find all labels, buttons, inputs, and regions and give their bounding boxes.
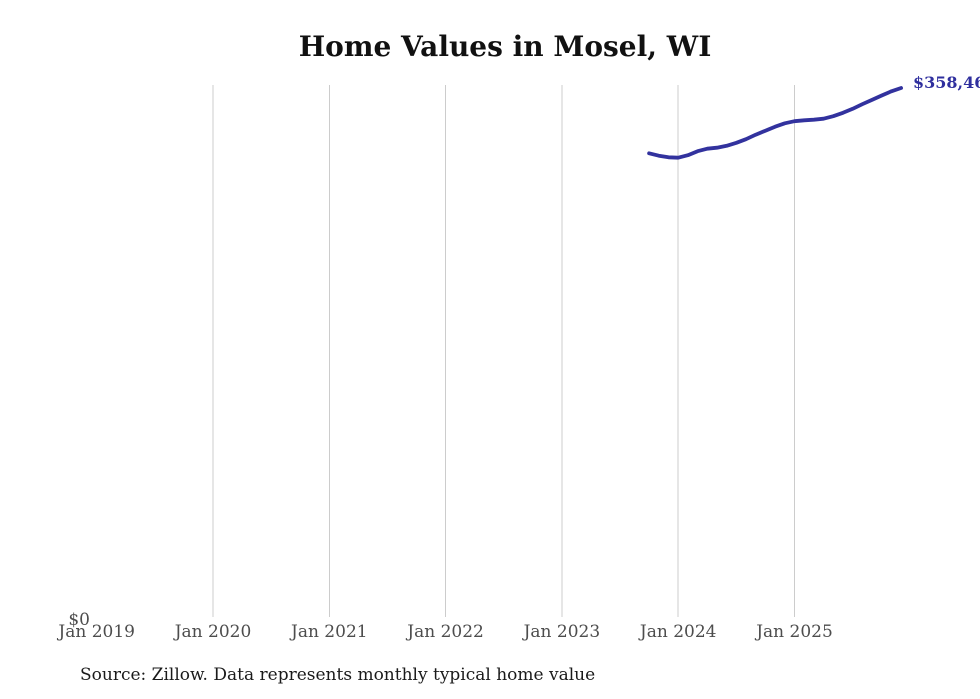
- chart-title: Home Values in Mosel, WI: [298, 30, 712, 63]
- source-note: Source: Zillow. Data represents monthly …: [80, 665, 596, 685]
- x-tick-label-jan-2025: Jan 2025: [756, 622, 833, 642]
- home-value-line-series: [647, 86, 903, 160]
- vertical-gridlines: [212, 85, 795, 617]
- x-tick-label-jan-2023: Jan 2023: [523, 622, 601, 642]
- x-tick-label-jan-2024: Jan 2024: [639, 622, 717, 642]
- x-tick-label-jan-2021: Jan 2021: [291, 622, 368, 642]
- x-tick-label-jan-2022: Jan 2022: [407, 622, 484, 642]
- latest-value-label: $358,46: [913, 73, 980, 92]
- x-tick-label-jan-2019: Jan 2019: [58, 622, 135, 642]
- x-tick-label-jan-2020: Jan 2020: [174, 622, 252, 642]
- y-axis-zero-label: $0: [68, 610, 90, 630]
